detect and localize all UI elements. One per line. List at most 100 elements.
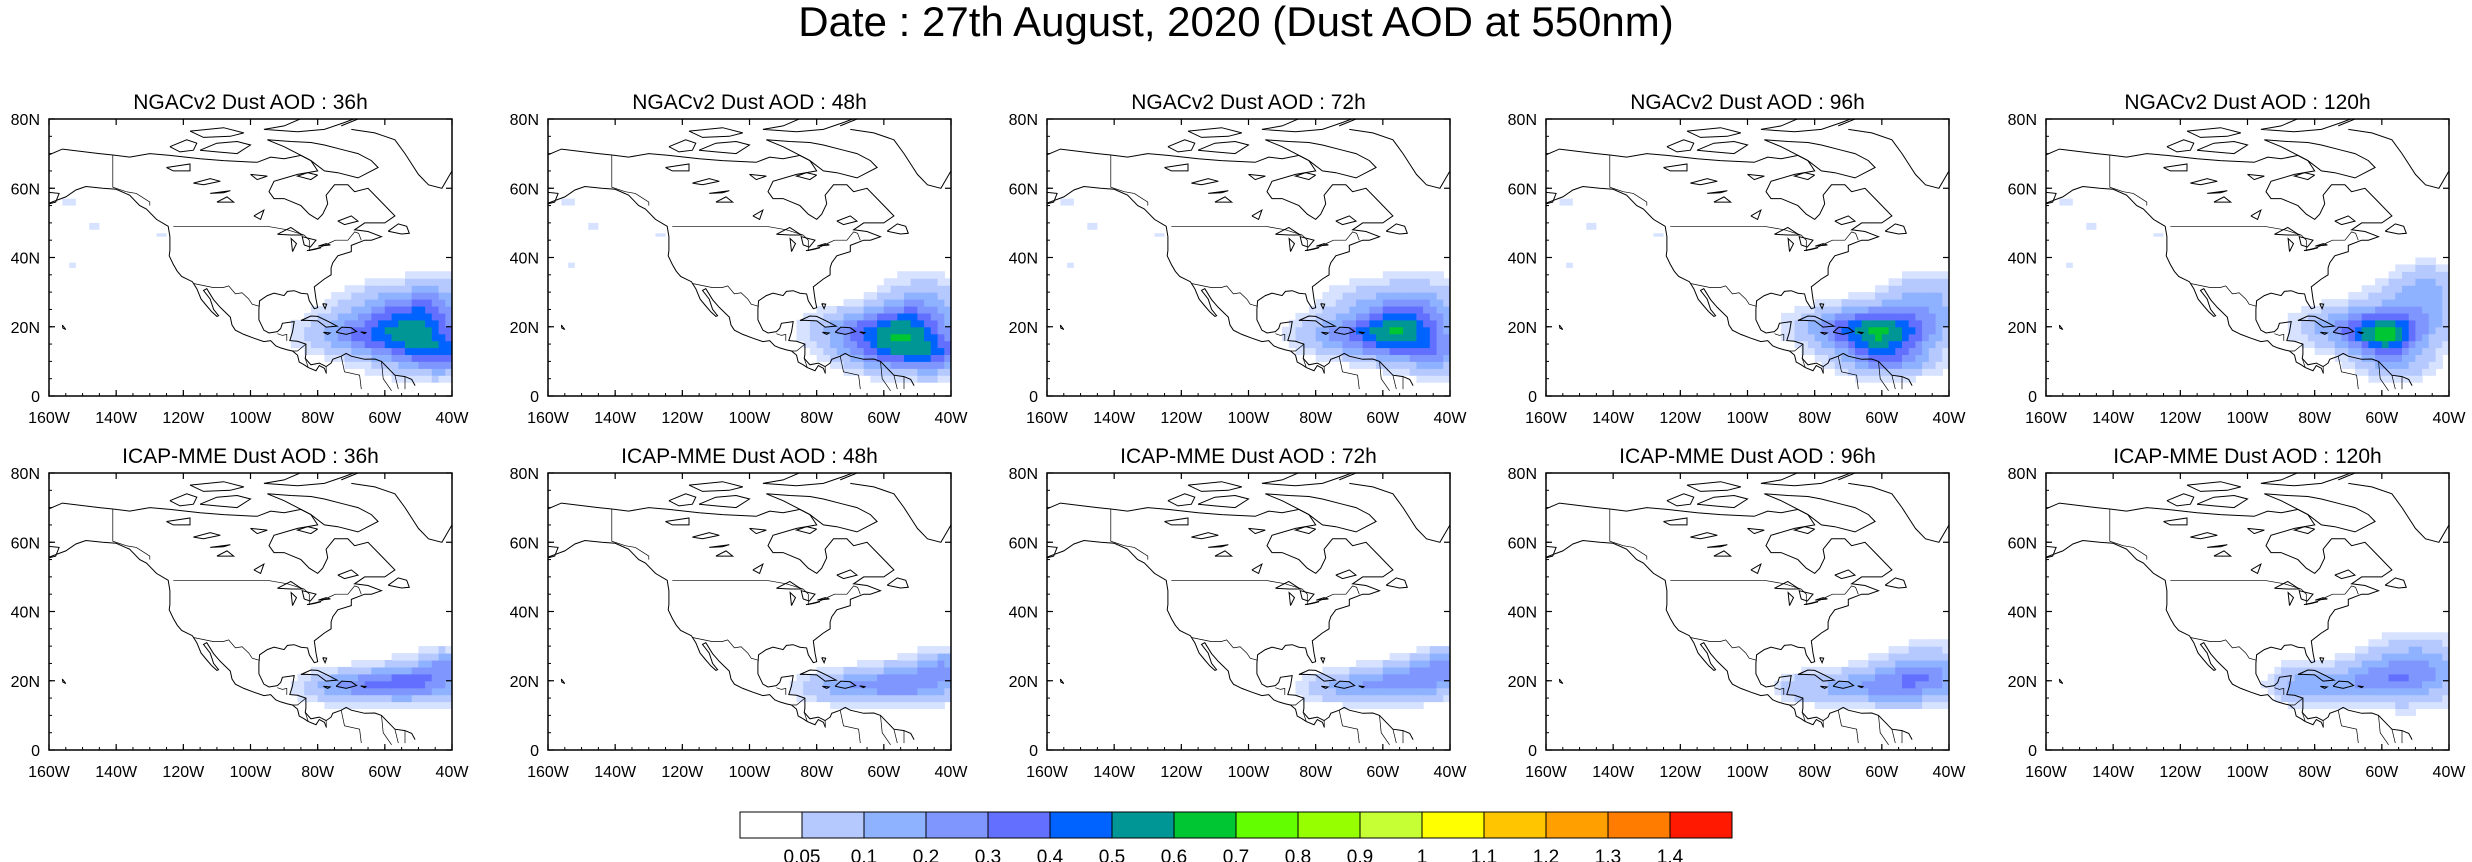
- x-tick-label: 160W: [2025, 764, 2068, 781]
- x-tick-label: 140W: [95, 764, 138, 781]
- map-panel-icap-120h: ICAP-MME Dust AOD : 120h 160W 140W 120W 100W…: [2008, 445, 2467, 781]
- colorbar-label: 0.8: [1285, 847, 1311, 862]
- y-tick-label: 40N: [11, 251, 40, 268]
- y-tick-label: 80N: [1508, 466, 1537, 483]
- coastlines: [49, 119, 452, 386]
- x-tick-label: 120W: [2159, 764, 2202, 781]
- map-panel-ngac-36h: NGACv2 Dust AOD : 36h 160W 140W 120W 100W 80W…: [11, 91, 470, 427]
- x-tick-label: 80W: [1798, 764, 1832, 781]
- y-tick-label: 80N: [510, 112, 539, 129]
- map-panel-ngac-72h: NGACv2 Dust AOD : 72h 160W 140W 120W 100W 80W…: [1009, 91, 1468, 427]
- y-tick-label: 0: [1528, 743, 1537, 760]
- colorbar-swatch: [1359, 811, 1423, 839]
- panel-title: ICAP-MME Dust AOD : 36h: [122, 445, 379, 468]
- x-tick-label: 140W: [594, 410, 637, 427]
- y-tick-label: 80N: [510, 466, 539, 483]
- x-tick-label: 60W: [2365, 764, 2399, 781]
- colorbar-label: 0.9: [1347, 847, 1373, 862]
- y-tick-label: 80N: [2008, 112, 2037, 129]
- x-tick-label: 100W: [2227, 764, 2270, 781]
- x-tick-label: 160W: [28, 410, 71, 427]
- x-tick-label: 60W: [1366, 764, 1400, 781]
- y-tick-label: 20N: [510, 320, 539, 337]
- x-tick-label: 140W: [594, 764, 637, 781]
- x-tick-label: 100W: [729, 410, 772, 427]
- x-tick-label: 120W: [661, 764, 704, 781]
- y-tick-label: 80N: [1009, 466, 1038, 483]
- y-tick-label: 80N: [11, 466, 40, 483]
- x-tick-label: 80W: [301, 764, 335, 781]
- y-tick-label: 40N: [1009, 251, 1038, 268]
- map-panel-icap-96h: ICAP-MME Dust AOD : 96h 160W 140W 120W 100W 8…: [1508, 445, 1967, 781]
- colorbar-swatch: [1111, 811, 1175, 839]
- x-tick-label: 60W: [368, 764, 402, 781]
- x-tick-label: 100W: [230, 764, 273, 781]
- y-tick-label: 60N: [510, 535, 539, 552]
- x-tick-label: 120W: [162, 764, 205, 781]
- colorbar-swatch: [739, 811, 803, 839]
- y-tick-label: 20N: [1009, 674, 1038, 691]
- x-tick-label: 160W: [1525, 410, 1568, 427]
- country-borders: [112, 155, 406, 391]
- y-tick-label: 60N: [1009, 181, 1038, 198]
- map-panel-icap-72h: ICAP-MME Dust AOD : 72h 160W 140W 120W 100W 8…: [1009, 445, 1468, 781]
- country-borders: [1609, 155, 1903, 391]
- coastlines: [2046, 473, 2449, 740]
- x-tick-label: 140W: [1592, 410, 1635, 427]
- y-tick-label: 0: [31, 743, 40, 760]
- y-tick-label: 80N: [2008, 466, 2037, 483]
- coastlines: [1546, 119, 1949, 386]
- panel-title: NGACv2 Dust AOD : 96h: [1630, 91, 1865, 114]
- x-tick-label: 80W: [1798, 410, 1832, 427]
- y-tick-label: 40N: [1508, 605, 1537, 622]
- y-tick-label: 40N: [11, 605, 40, 622]
- x-tick-label: 40W: [436, 764, 470, 781]
- x-tick-label: 140W: [1093, 410, 1136, 427]
- x-tick-label: 160W: [28, 764, 71, 781]
- x-tick-label: 40W: [935, 410, 969, 427]
- x-tick-label: 80W: [800, 764, 834, 781]
- x-tick-label: 120W: [1160, 764, 1203, 781]
- x-tick-label: 140W: [95, 410, 138, 427]
- country-borders: [611, 155, 905, 391]
- y-tick-label: 60N: [2008, 535, 2037, 552]
- x-tick-label: 160W: [1026, 764, 1069, 781]
- colorbar-swatch: [925, 811, 989, 839]
- colorbar-label: 0.2: [913, 847, 939, 862]
- y-tick-label: 60N: [2008, 181, 2037, 198]
- x-tick-label: 40W: [1933, 764, 1967, 781]
- x-tick-label: 140W: [1592, 764, 1635, 781]
- colorbar-swatch: [863, 811, 927, 839]
- dust-aod-field: [2059, 198, 2449, 383]
- x-tick-label: 160W: [1026, 410, 1069, 427]
- panel-title: NGACv2 Dust AOD : 36h: [133, 91, 368, 114]
- coastlines: [49, 473, 452, 740]
- panel-title: ICAP-MME Dust AOD : 48h: [621, 445, 878, 468]
- colorbar-label: 0.1: [851, 847, 877, 862]
- y-tick-label: 20N: [11, 674, 40, 691]
- colorbar-swatch: [1545, 811, 1609, 839]
- x-tick-label: 160W: [2025, 410, 2068, 427]
- colorbar-label: 1.4: [1657, 847, 1684, 862]
- x-tick-label: 60W: [368, 410, 402, 427]
- y-tick-label: 40N: [2008, 605, 2037, 622]
- x-tick-label: 40W: [1933, 410, 1967, 427]
- x-tick-label: 80W: [2298, 410, 2332, 427]
- x-tick-label: 60W: [2365, 410, 2399, 427]
- panel-title: NGACv2 Dust AOD : 72h: [1131, 91, 1366, 114]
- country-borders: [2109, 509, 2403, 745]
- x-tick-label: 100W: [1727, 764, 1770, 781]
- colorbar-label: 0.7: [1223, 847, 1249, 862]
- country-borders: [1110, 509, 1404, 745]
- x-tick-label: 120W: [661, 410, 704, 427]
- panel-title: ICAP-MME Dust AOD : 72h: [1120, 445, 1377, 468]
- y-tick-label: 40N: [2008, 251, 2037, 268]
- y-tick-label: 0: [1528, 389, 1537, 406]
- y-tick-label: 40N: [510, 251, 539, 268]
- colorbar-swatch: [1607, 811, 1671, 839]
- y-tick-label: 0: [31, 389, 40, 406]
- y-tick-label: 0: [530, 389, 539, 406]
- country-borders: [112, 509, 406, 745]
- y-tick-label: 40N: [1508, 251, 1537, 268]
- y-tick-label: 80N: [1508, 112, 1537, 129]
